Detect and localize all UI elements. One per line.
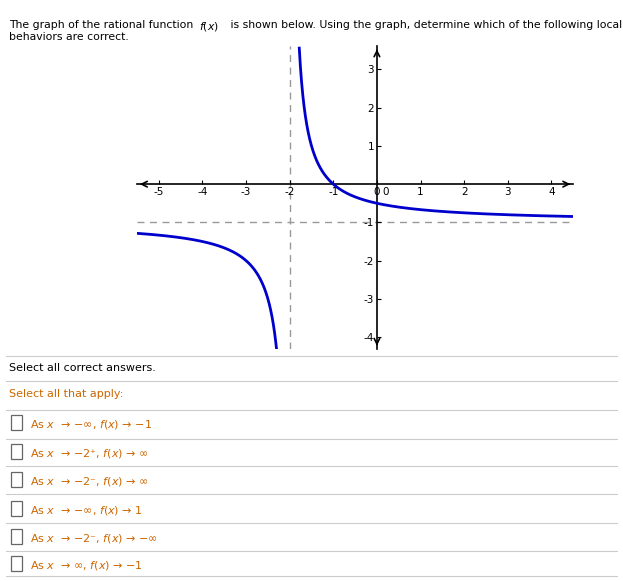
Text: As $x$  → −∞, $f(x)$ → 1: As $x$ → −∞, $f(x)$ → 1 bbox=[30, 504, 143, 517]
Text: Select all that apply:: Select all that apply: bbox=[9, 389, 124, 399]
Text: Select all correct answers.: Select all correct answers. bbox=[9, 363, 156, 373]
Text: As $x$  → −2⁻, $f(x)$ → ∞: As $x$ → −2⁻, $f(x)$ → ∞ bbox=[30, 475, 148, 488]
Text: $f(x)$: $f(x)$ bbox=[199, 20, 219, 33]
Text: As $x$  → −2⁻, $f(x)$ → −∞: As $x$ → −2⁻, $f(x)$ → −∞ bbox=[30, 532, 158, 545]
Text: behaviors are correct.: behaviors are correct. bbox=[9, 32, 129, 42]
Text: 0: 0 bbox=[382, 187, 389, 197]
Text: As $x$  → ∞, $f(x)$ → −1: As $x$ → ∞, $f(x)$ → −1 bbox=[30, 559, 143, 572]
Text: The graph of the rational function: The graph of the rational function bbox=[9, 20, 197, 30]
Text: As $x$  → −2⁺, $f(x)$ → ∞: As $x$ → −2⁺, $f(x)$ → ∞ bbox=[30, 447, 148, 460]
Text: is shown below. Using the graph, determine which of the following local and end: is shown below. Using the graph, determi… bbox=[227, 20, 623, 30]
Text: As $x$  → −∞, $f(x)$ → −1: As $x$ → −∞, $f(x)$ → −1 bbox=[30, 418, 152, 431]
